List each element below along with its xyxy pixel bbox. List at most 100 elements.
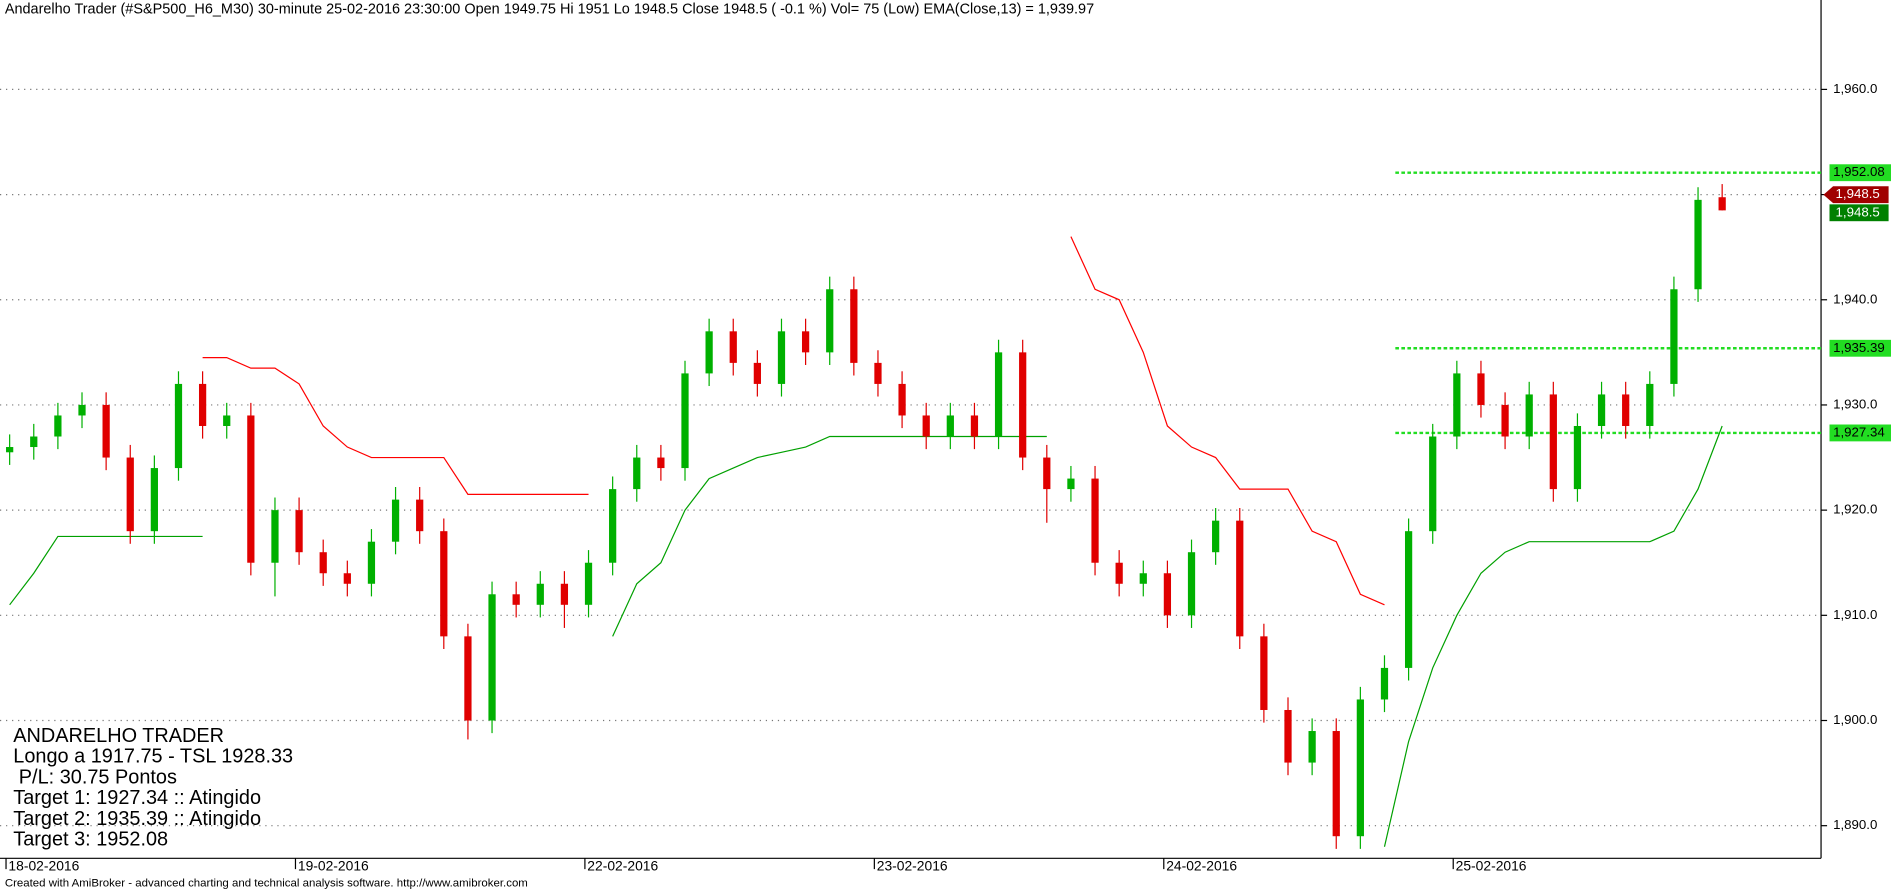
candle-body xyxy=(584,562,593,605)
candle-body xyxy=(994,352,1003,437)
target-box xyxy=(1829,164,1891,182)
candle-body xyxy=(1067,478,1075,490)
candle-body xyxy=(1477,373,1485,405)
candle-body xyxy=(1380,667,1389,700)
candle-body xyxy=(801,331,810,353)
candle-body xyxy=(1622,394,1630,426)
candle-body xyxy=(6,447,14,453)
last-price-label: 1,948.5 xyxy=(1836,186,1880,201)
y-tick-label: 1,930.0 xyxy=(1833,396,1877,411)
chart-title: Andarelho Trader (#S&P500_H6_M30) 30-min… xyxy=(5,1,1094,17)
candle-body xyxy=(681,373,689,469)
candle-body xyxy=(1453,373,1461,437)
candle-body xyxy=(850,289,858,363)
candle-body xyxy=(970,415,979,437)
candle-body xyxy=(1670,289,1678,384)
candle-body xyxy=(488,594,496,721)
target-box xyxy=(1829,424,1891,442)
target-label: 1,935.39 xyxy=(1833,340,1885,355)
candle-body xyxy=(247,415,255,563)
candle-body xyxy=(440,531,448,637)
info-line: Target 3: 1952.08 xyxy=(13,828,168,850)
candle-body xyxy=(1091,478,1099,563)
candle-body xyxy=(367,541,376,584)
candle-body xyxy=(391,499,400,542)
candle-body xyxy=(30,436,38,448)
candle-body xyxy=(416,499,424,532)
y-tick-label: 1,920.0 xyxy=(1833,502,1877,517)
candle-body xyxy=(1429,436,1437,532)
stop-line xyxy=(202,236,1385,606)
candle-body xyxy=(295,510,303,553)
candle-body xyxy=(1019,352,1027,458)
info-line: Longo a 1917.75 - TSL 1928.33 xyxy=(13,746,293,768)
candle-body xyxy=(1236,520,1244,637)
candle-body xyxy=(946,415,954,437)
target-label: 1,952.08 xyxy=(1833,164,1885,179)
candle-body xyxy=(223,415,231,426)
candle-body xyxy=(1212,520,1220,553)
candle-body xyxy=(54,415,62,437)
info-line: P/L: 30.75 Pontos xyxy=(13,766,177,788)
candle-body xyxy=(1187,552,1196,616)
candle-body xyxy=(1573,425,1582,490)
info-line: ANDARELHO TRADER xyxy=(13,725,224,747)
y-tick-label: 1,910.0 xyxy=(1833,607,1877,622)
candle-body xyxy=(1043,457,1051,490)
candle-body xyxy=(1525,394,1533,437)
candle-body xyxy=(657,457,665,469)
candle-body xyxy=(753,362,761,384)
candle-body xyxy=(271,510,279,563)
y-tick-label: 1,900.0 xyxy=(1833,712,1877,727)
candle-body xyxy=(1597,394,1606,426)
x-tick-label: 19-02-2016 xyxy=(298,857,369,873)
x-tick-label: 24-02-2016 xyxy=(1166,857,1237,873)
candle-body xyxy=(826,289,834,353)
candle-body xyxy=(609,489,617,563)
x-tick-label: 22-02-2016 xyxy=(587,857,658,873)
candle-body xyxy=(633,457,641,490)
candle-body xyxy=(78,404,86,416)
x-tick-label: 18-02-2016 xyxy=(8,857,79,873)
candle-body xyxy=(319,552,327,574)
candle-body xyxy=(1260,636,1268,710)
candle-body xyxy=(705,331,713,374)
candle-body xyxy=(126,457,134,532)
candle-body xyxy=(1139,573,1147,584)
candle-body xyxy=(898,383,906,416)
y-tick-label: 1,890.0 xyxy=(1833,817,1877,832)
candle-body xyxy=(150,468,158,532)
candle-body xyxy=(1718,197,1726,211)
candle-body xyxy=(1332,731,1340,837)
x-tick-label: 23-02-2016 xyxy=(877,857,948,873)
candle-body xyxy=(1284,709,1292,763)
footer: Created with AmiBroker - advanced charti… xyxy=(5,878,528,890)
candle-body xyxy=(102,404,110,458)
candle-body xyxy=(464,636,472,721)
info-line: Target 1: 1927.34 :: Atingido xyxy=(13,787,261,809)
x-tick-label: 25-02-2016 xyxy=(1456,857,1527,873)
candle-body xyxy=(1501,404,1509,437)
y-tick-label: 1,960.0 xyxy=(1833,81,1877,96)
candle-body xyxy=(1115,562,1123,584)
candle-body xyxy=(1646,383,1654,426)
candle-body xyxy=(729,331,737,363)
candle-body xyxy=(560,583,569,605)
last-price-label: 1,948.5 xyxy=(1836,204,1880,219)
candle-body xyxy=(536,583,544,605)
candle-body xyxy=(1694,199,1702,290)
candle-body xyxy=(1356,699,1364,837)
info-line: Target 2: 1935.39 :: Atingido xyxy=(13,808,261,830)
last-price-box xyxy=(1823,186,1889,204)
candle-body xyxy=(1308,731,1316,763)
last-price-box xyxy=(1829,204,1889,222)
candle-body xyxy=(343,573,351,584)
candle-body xyxy=(1163,573,1172,616)
candle-body xyxy=(512,594,520,605)
candle-body xyxy=(174,383,183,469)
candle-body xyxy=(1549,394,1557,490)
y-tick-label: 1,940.0 xyxy=(1833,291,1877,306)
target-label: 1,927.34 xyxy=(1833,424,1885,439)
